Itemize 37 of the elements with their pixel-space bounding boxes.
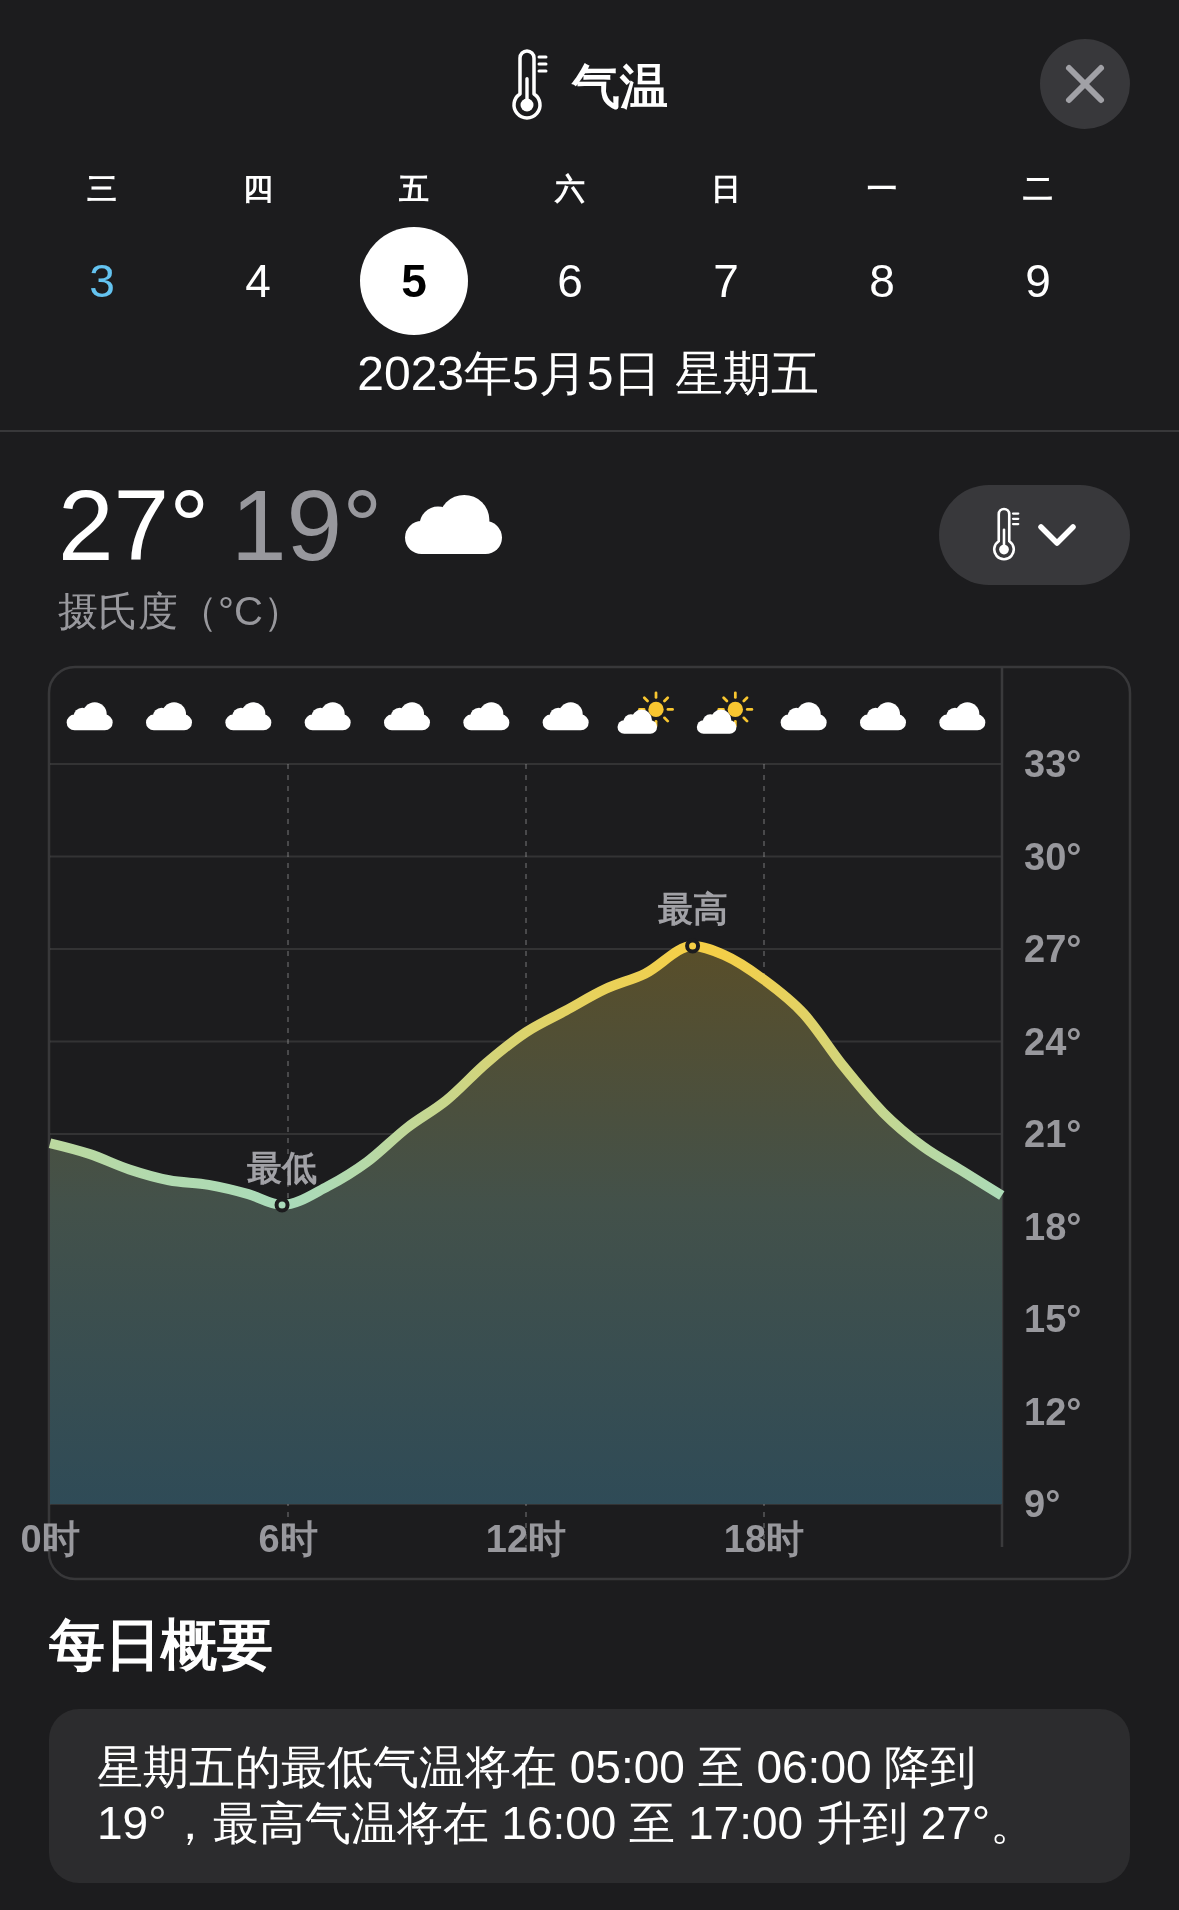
- text: 8: [869, 255, 895, 307]
- text: 27°: [58, 469, 210, 581]
- annotation: 最低: [247, 1148, 318, 1188]
- text: 一: [867, 171, 897, 205]
- x-tick-label: 18时: [723, 1518, 805, 1560]
- text: 5: [401, 255, 427, 307]
- text: 3: [89, 255, 115, 307]
- text: 三: [87, 171, 117, 205]
- text: 每日概要: [48, 1612, 273, 1676]
- y-tick-label: 30°: [1024, 835, 1082, 878]
- x-tick-label: 6时: [258, 1518, 318, 1560]
- text: 7: [713, 255, 739, 307]
- text: 19°: [231, 469, 383, 581]
- y-tick-label: 21°: [1024, 1113, 1082, 1155]
- x-tick-label: 12时: [485, 1518, 567, 1560]
- text: 二: [1023, 171, 1053, 205]
- y-tick-label: 9°: [1024, 1483, 1061, 1525]
- y-tick-label: 33°: [1024, 743, 1082, 785]
- text: 六: [554, 171, 585, 205]
- text: 五: [398, 171, 429, 205]
- chart-title: 气温: [571, 59, 668, 113]
- close-button[interactable]: [1040, 39, 1130, 129]
- text: 6: [557, 255, 583, 307]
- text: 4: [245, 255, 271, 307]
- text: 星期五的最低气温将在 05:00 至 06:00 降到 19°，最高气温将在 16:00 至 17:00 升到 27°。: [97, 1740, 1038, 1851]
- y-tick-label: 24°: [1024, 1020, 1082, 1063]
- chart-subtitle: 2023年5月5日 星期五: [357, 346, 819, 400]
- y-axis-title: 摄氏度（°C）: [58, 589, 303, 633]
- text: 9: [1025, 255, 1051, 307]
- y-tick-label: 27°: [1024, 928, 1082, 970]
- text: 四: [243, 171, 273, 205]
- y-tick-label: 18°: [1024, 1205, 1082, 1248]
- y-tick-label: 12°: [1024, 1390, 1082, 1433]
- text: 日: [711, 171, 741, 205]
- annotation: 最高: [657, 889, 728, 929]
- y-tick-label: 15°: [1024, 1298, 1082, 1340]
- x-tick-label: 0时: [20, 1518, 80, 1560]
